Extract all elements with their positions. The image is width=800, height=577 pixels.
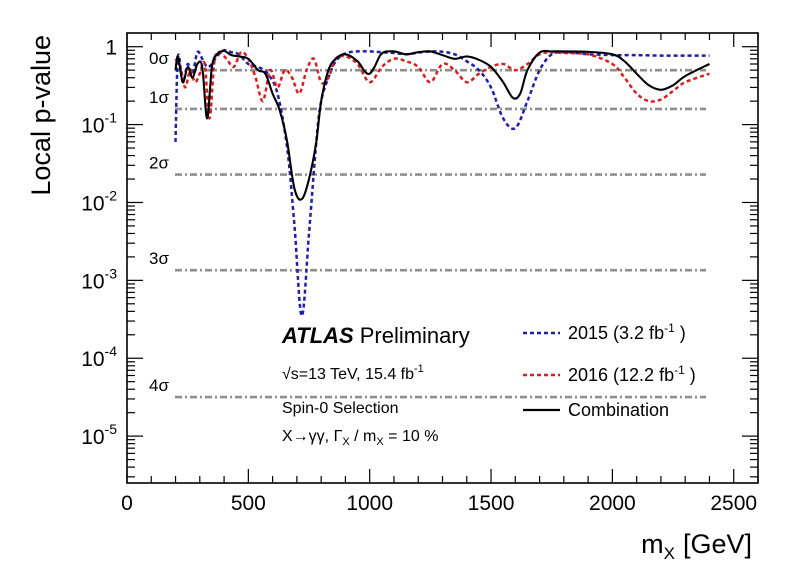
x-tick-label: 0 — [121, 492, 133, 515]
sigma-label-1: 1σ — [149, 88, 169, 107]
atlas-label: ATLAS Preliminary — [281, 323, 470, 348]
x-tick-label: 1500 — [468, 492, 515, 515]
y-axis-ticks: 1 10-1 10-2 10-3 10-4 10-5 — [81, 37, 758, 478]
y-tick-label: 10-4 — [81, 343, 117, 371]
x-tick-label: 1000 — [346, 492, 393, 515]
y-axis-label: Local p-value — [26, 35, 56, 196]
legend-label-2015: 2015 (3.2 fb-1 ) — [568, 321, 686, 343]
data-series — [174, 48, 710, 318]
x-tick-label: 500 — [231, 492, 266, 515]
sigma-labels: 0σ 1σ 2σ 3σ 4σ — [149, 49, 169, 395]
sigma-label-4: 4σ — [149, 376, 169, 395]
y-tick-label: 1 — [105, 37, 117, 60]
sigma-lines — [175, 68, 706, 399]
y-tick-label: 10-5 — [81, 421, 117, 449]
x-tick-label: 2500 — [710, 492, 757, 515]
annotation-block: ATLAS Preliminary √s=13 TeV, 15.4 fb-1 Sp… — [281, 323, 470, 448]
selection-label: Spin-0 Selection — [282, 400, 399, 417]
process-label: X→γγ, ΓX / mX = 10 % — [282, 428, 438, 448]
energy-luminosity-label: √s=13 TeV, 15.4 fb-1 — [282, 363, 424, 383]
sigma-label-2: 2σ — [149, 154, 169, 173]
legend-label-2016: 2016 (12.2 fb-1 ) — [568, 363, 696, 385]
series-2015-line — [174, 48, 710, 318]
sigma-label-3: 3σ — [149, 249, 169, 268]
y-tick-label: 10-1 — [81, 110, 117, 138]
x-tick-label: 2000 — [589, 492, 636, 515]
legend: 2015 (3.2 fb-1 ) 2016 (12.2 fb-1 ) Combi… — [523, 321, 696, 420]
y-tick-label: 10-3 — [81, 265, 117, 293]
sigma-label-0: 0σ — [149, 49, 169, 68]
series-combination-line — [174, 49, 710, 201]
y-tick-label: 10-2 — [81, 187, 117, 215]
x-axis-ticks: 0 500 1000 1500 2000 2500 — [121, 33, 759, 515]
legend-label-combination: Combination — [568, 400, 669, 420]
x-axis-label: mX [GeV] — [641, 529, 752, 563]
